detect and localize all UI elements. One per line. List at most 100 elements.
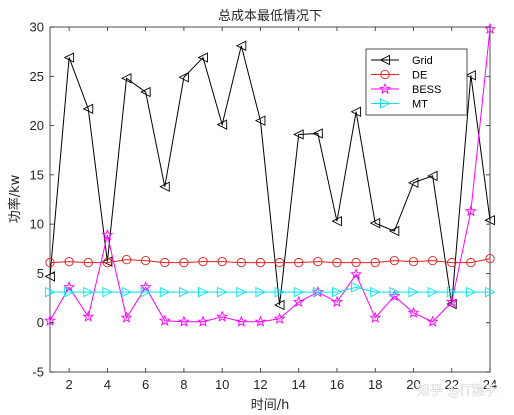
data-point-grid	[235, 40, 247, 51]
series-grid	[44, 40, 495, 311]
data-point-bess	[254, 315, 267, 327]
data-point-mt	[140, 286, 152, 298]
data-point-de	[102, 257, 113, 268]
data-point-de	[466, 257, 476, 268]
data-point-bess	[235, 315, 248, 327]
data-point-bess	[82, 310, 95, 322]
data-point-grid	[388, 225, 400, 237]
data-point-grid	[63, 52, 75, 63]
data-point-grid	[82, 103, 94, 115]
data-point-grid	[465, 70, 476, 81]
x-tick-label: 6	[142, 377, 149, 392]
legend-label-mt: MT	[412, 99, 428, 111]
legend-item-de: DE	[371, 70, 427, 82]
data-point-grid	[274, 299, 285, 311]
data-point-mt	[64, 286, 75, 298]
data-point-de	[121, 254, 132, 265]
y-tick-label: 25	[30, 69, 44, 84]
data-point-grid	[484, 214, 495, 226]
data-point-de	[389, 255, 399, 266]
data-point-de	[45, 257, 55, 268]
legend-label-grid: Grid	[412, 55, 433, 67]
data-point-mt	[465, 286, 477, 298]
data-point-mt	[274, 286, 286, 298]
data-point-de	[274, 257, 285, 268]
data-point-de	[370, 257, 380, 268]
x-axis-label: 时间/h	[251, 398, 290, 413]
series-line-grid	[49, 45, 491, 306]
data-point-mt	[198, 286, 209, 298]
data-point-de	[160, 257, 170, 268]
data-point-bess	[350, 268, 363, 280]
data-point-bess	[139, 280, 152, 293]
series-de	[45, 253, 495, 268]
data-point-grid	[140, 86, 151, 98]
data-point-bess	[407, 306, 420, 318]
legend-item-mt: MT	[371, 98, 428, 111]
data-point-mt	[236, 286, 247, 298]
data-point-de	[351, 257, 361, 268]
data-point-mt	[45, 286, 56, 298]
y-tick-label: -5	[32, 365, 44, 380]
data-point-mt	[178, 286, 190, 298]
legend-marker-bess	[379, 82, 391, 95]
data-point-de	[198, 256, 208, 267]
data-point-de	[83, 257, 93, 268]
x-tick-label: 22	[445, 377, 459, 392]
data-point-de	[332, 257, 342, 268]
data-point-bess	[273, 312, 286, 324]
legend-label-bess: BESS	[412, 84, 441, 96]
data-point-de	[313, 256, 323, 267]
data-point-de	[64, 256, 74, 267]
data-point-grid	[121, 73, 132, 84]
data-point-mt	[102, 286, 113, 298]
data-point-de	[408, 256, 419, 267]
data-point-mt	[485, 286, 496, 298]
legend-items: Grid DE BESS MT	[371, 54, 441, 111]
data-point-grid	[312, 128, 323, 139]
data-point-grid	[350, 106, 362, 117]
data-point-mt	[83, 286, 94, 298]
legend-marker-grid	[379, 54, 390, 66]
data-point-grid	[331, 215, 342, 227]
x-tick-label: 2	[66, 377, 73, 392]
y-tick-label: 30	[30, 20, 44, 35]
data-point-de	[217, 256, 227, 267]
data-point-mt	[370, 286, 381, 298]
data-point-de	[179, 257, 189, 268]
legend-marker-mt	[380, 98, 391, 109]
data-point-grid	[407, 177, 419, 188]
y-axis-label: 功率/kw	[7, 174, 23, 223]
data-point-mt	[332, 286, 343, 298]
data-point-mt	[121, 286, 133, 298]
data-point-mt	[293, 286, 305, 298]
legend-label-de: DE	[412, 70, 427, 82]
data-point-mt	[427, 286, 439, 298]
legend: Grid DE BESS MT	[365, 48, 468, 116]
data-point-grid	[178, 72, 189, 83]
data-point-de	[447, 257, 457, 268]
data-point-de	[294, 257, 304, 268]
data-point-bess	[330, 295, 343, 308]
x-tick-label: 16	[330, 377, 344, 392]
data-point-grid	[197, 52, 208, 63]
y-tick-label: 10	[30, 217, 44, 232]
chart-title: 总成本最低情况下	[218, 9, 322, 24]
data-point-grid	[369, 217, 381, 229]
data-point-bess	[101, 228, 114, 241]
x-tick-label: 8	[180, 377, 187, 392]
data-point-de	[255, 257, 266, 268]
x-tick-label: 20	[406, 377, 420, 392]
series-line-bess	[49, 28, 491, 323]
data-point-mt	[351, 282, 362, 293]
data-point-bess	[197, 315, 210, 327]
legend-marker-de	[380, 69, 390, 80]
data-point-de	[141, 255, 151, 266]
data-point-bess	[464, 205, 477, 217]
data-point-bess	[369, 311, 382, 323]
data-point-mt	[217, 286, 228, 298]
data-point-bess	[63, 280, 76, 293]
data-point-de	[485, 253, 495, 264]
